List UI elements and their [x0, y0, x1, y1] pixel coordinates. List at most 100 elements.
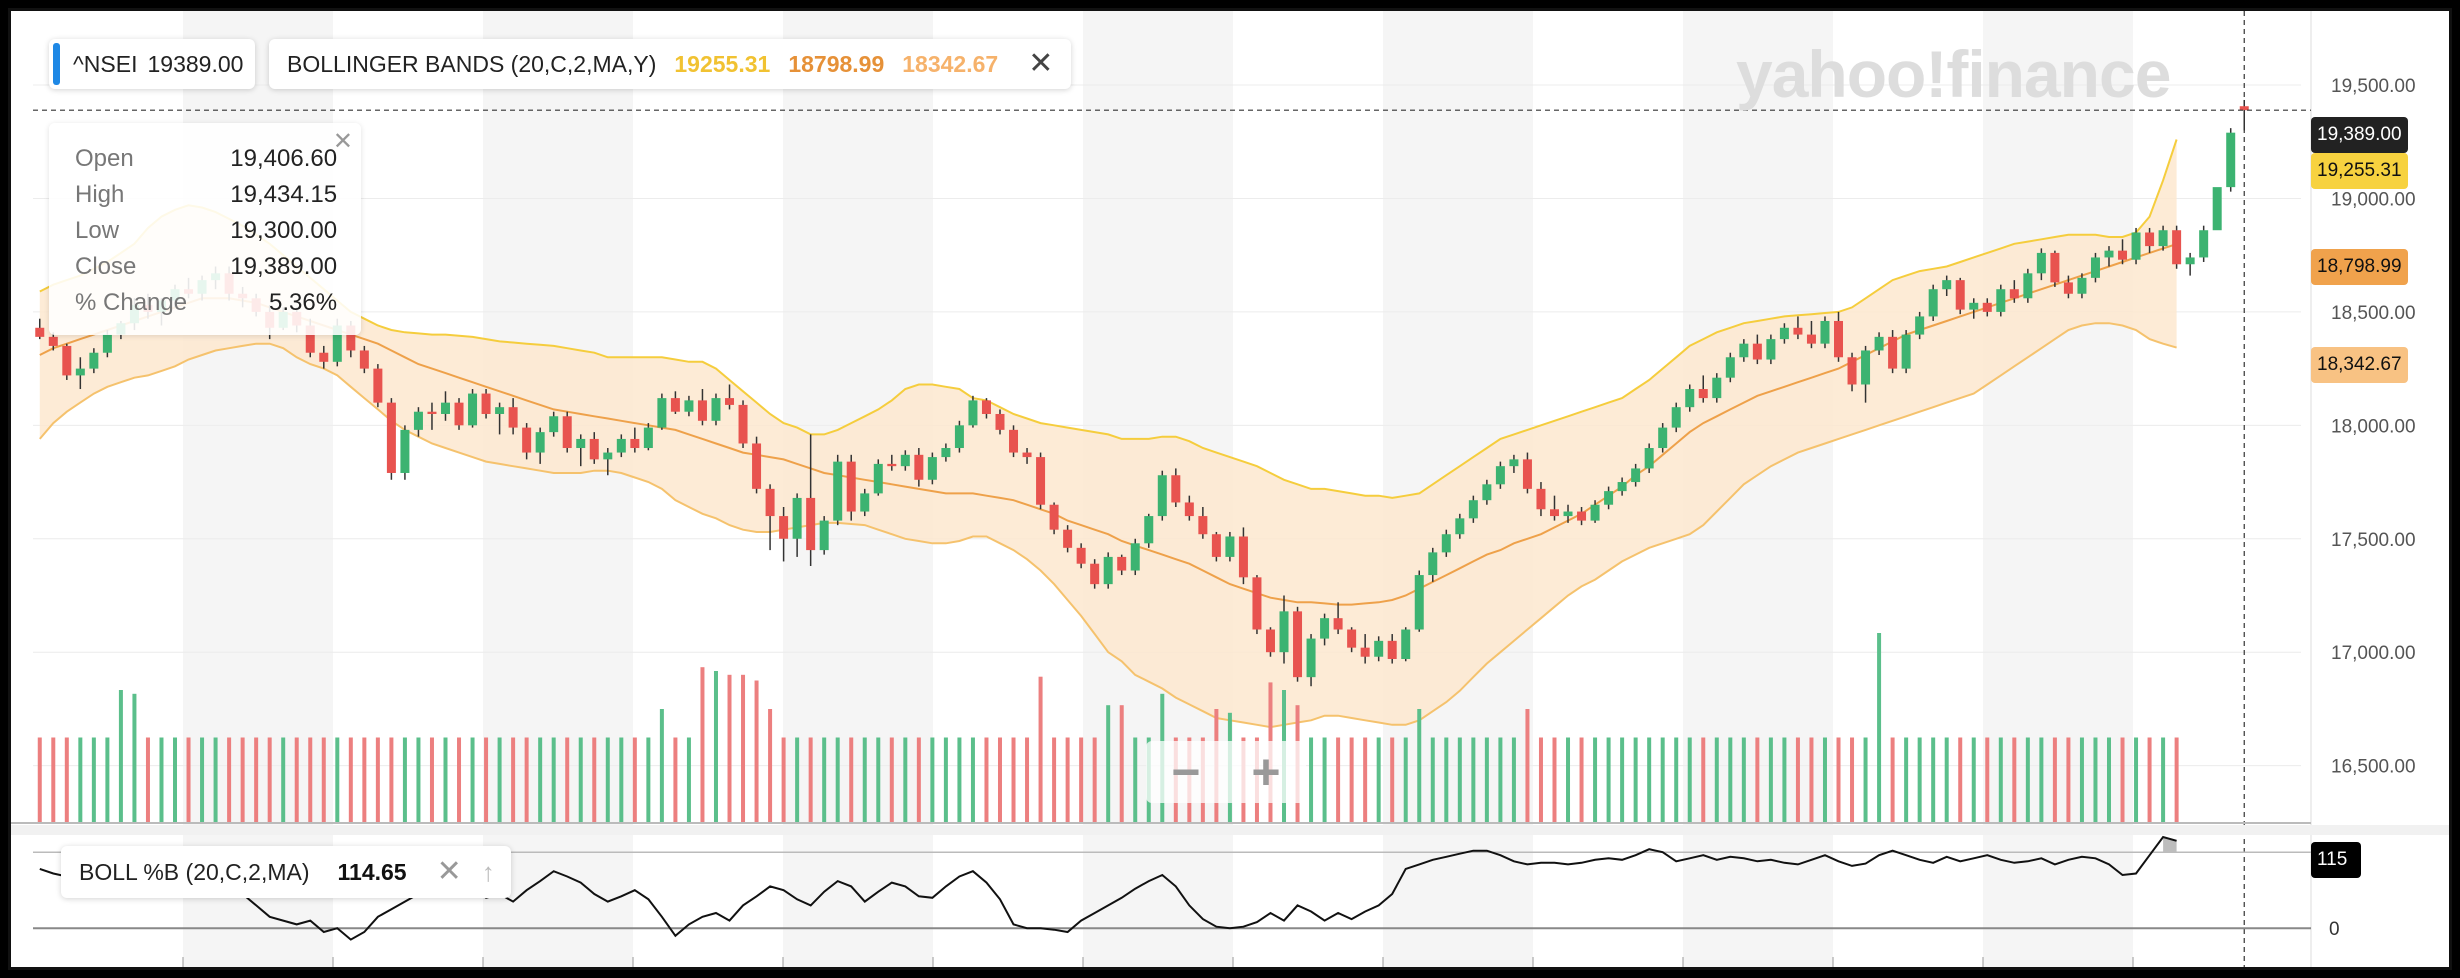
chart-frame: 19,500.00 19,000.00 18,500.00 18,000.00 17,5… [8, 8, 2452, 970]
candle-body [806, 497, 816, 551]
y-tick-label: 19,500.00 [2331, 76, 2416, 97]
volume-bar [741, 674, 746, 823]
bollinger-lower-value: 18342.67 [902, 50, 999, 77]
candle-body [1198, 516, 1208, 535]
volume-bar [375, 737, 380, 823]
close-icon[interactable]: ✕ [1028, 47, 1054, 80]
zoom-control: − + [1146, 741, 1306, 803]
volume-bar [1904, 737, 1909, 823]
zoom-out-button[interactable]: − [1171, 744, 1201, 800]
volume-bar [335, 737, 340, 823]
close-icon[interactable]: ✕ [332, 128, 353, 155]
volume-bar [308, 737, 313, 823]
ohlc-table: Open 19,406.60 High 19,434.15 Low 19,300.00… [75, 141, 337, 321]
candle-body [725, 398, 735, 405]
volume-bar [862, 737, 867, 823]
candle-body [1549, 509, 1559, 517]
middle-band-tag: 18,798.99 [2311, 249, 2408, 285]
candle-body [1577, 511, 1587, 521]
candle-body [765, 488, 775, 517]
zoom-in-button[interactable]: + [1251, 744, 1281, 800]
symbol-chip[interactable]: ^NSEI 19389.00 [49, 39, 256, 89]
bollinger-band-fill [39, 139, 2177, 728]
candle-body [954, 425, 964, 449]
y-tick-label: 18,000.00 [2331, 416, 2416, 437]
volume-bar [1309, 737, 1314, 823]
ohlc-tooltip: ✕ Open 19,406.60 High 19,434.15 Low 19,300.… [49, 123, 361, 335]
low-value: 19,300.00 [230, 217, 338, 244]
close-icon[interactable]: ✕ [436, 855, 462, 888]
volume-bar [1552, 737, 1557, 823]
volume-bar [1714, 737, 1719, 823]
candle-body [1563, 511, 1573, 517]
candle-body [2239, 106, 2249, 111]
volume-bar [2079, 737, 2084, 823]
high-value: 19,434.15 [230, 181, 338, 208]
candle-body [1698, 389, 1708, 399]
candle-body [440, 402, 450, 414]
percent-b-chip[interactable]: BOLL %B (20,C,2,MA) 114.65 ✕ ↑ [61, 846, 511, 898]
volume-bar [1606, 737, 1611, 823]
volume-bar [849, 737, 854, 823]
volume-bar [754, 680, 759, 823]
change-value: 5.36% [269, 289, 338, 316]
volume-bar [213, 737, 218, 823]
volume-bar [916, 737, 921, 823]
volume-bar [457, 737, 462, 823]
volume-bar [1106, 705, 1111, 823]
candle-body [995, 413, 1005, 430]
candle-body [1874, 336, 1884, 351]
volume-bar [1741, 737, 1746, 823]
candle-body [508, 407, 518, 428]
candle-body [1928, 289, 1938, 317]
volume-bar [2012, 737, 2017, 823]
volume-bar [673, 737, 678, 823]
volume-bar [943, 737, 948, 823]
bollinger-chip[interactable]: BOLLINGER BANDS (20,C,2,MA,Y) 19255.31 1… [269, 39, 1072, 89]
candle-body [562, 416, 572, 449]
candle-body [1536, 488, 1546, 510]
open-label: Open [75, 145, 134, 172]
volume-bar [632, 737, 637, 823]
volume-bar [970, 737, 975, 823]
y-tick-label: 17,500.00 [2331, 530, 2416, 551]
price-chart[interactable]: 19,500.00 19,000.00 18,500.00 18,000.00 17,5… [11, 11, 2449, 967]
bollinger-lower-line [39, 322, 2177, 729]
candle-body [981, 400, 991, 414]
candle-body [1644, 448, 1654, 469]
candle-body [1117, 556, 1127, 571]
volume-bar [1809, 737, 1814, 823]
volume-bar [551, 737, 556, 823]
volume-bar [1917, 737, 1922, 823]
volume-bar [484, 737, 489, 823]
candle-body [1806, 334, 1816, 344]
candle-body [1225, 536, 1235, 557]
candle-body [359, 350, 369, 369]
candle-body [1441, 534, 1451, 553]
volume-bar [876, 737, 881, 823]
volume-bar [835, 737, 840, 823]
candle-body [752, 443, 762, 489]
volume-bar [686, 737, 691, 823]
y-tick-label: 19,000.00 [2331, 189, 2416, 210]
bollinger-upper-value: 19255.31 [674, 50, 771, 77]
volume-bar [402, 737, 407, 823]
candle-body [1374, 640, 1384, 657]
candle-body [386, 402, 396, 473]
volume-bar [538, 737, 543, 823]
volume-bar [1417, 709, 1422, 823]
candle-body [1265, 629, 1275, 653]
candle-body [846, 461, 856, 512]
candle-body [1387, 640, 1397, 659]
volume-bar [416, 737, 421, 823]
arrow-up-icon[interactable]: ↑ [481, 856, 495, 887]
change-label: % Change [75, 289, 188, 316]
percent-b-value: 114.65 [337, 858, 407, 885]
volume-bar [1011, 737, 1016, 823]
volume-bar [646, 737, 651, 823]
candle-body [75, 368, 85, 376]
candle-body [1482, 484, 1492, 501]
candle-body [1604, 491, 1614, 505]
candle-body [1414, 575, 1424, 630]
candle-body [332, 325, 342, 362]
